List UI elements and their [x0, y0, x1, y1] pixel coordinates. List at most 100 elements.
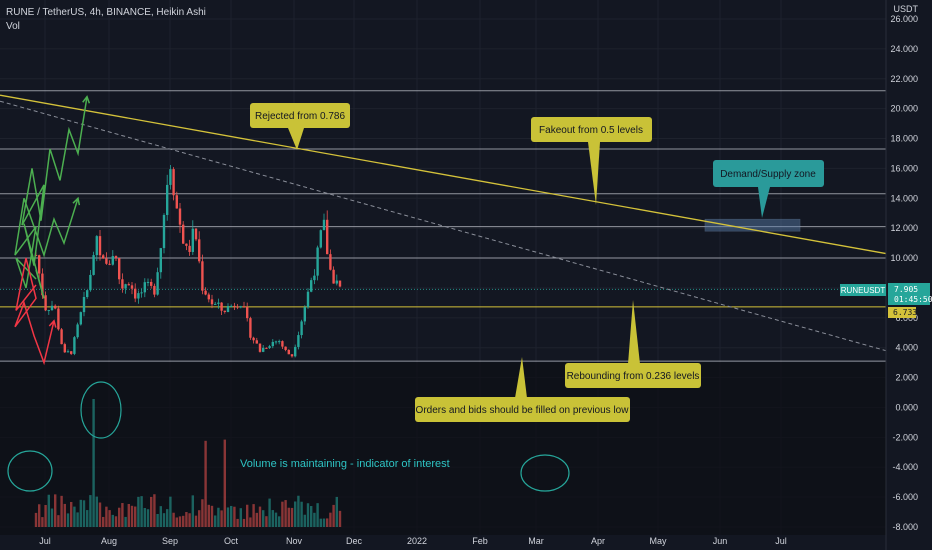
callout-orders[interactable]: Orders and bids should be filled on prev… — [415, 357, 630, 422]
volume-bar — [265, 516, 268, 527]
candle-body — [34, 255, 38, 257]
candle-body — [236, 306, 239, 308]
volume-bar — [159, 506, 162, 527]
candle-body — [313, 275, 316, 281]
callout-rebounding[interactable]: Rebounding from 0.236 levels — [565, 300, 701, 388]
volume-bar — [185, 512, 188, 527]
candle-body — [271, 341, 274, 347]
volume-bar — [95, 496, 98, 527]
volume-annotation: Volume is maintaining - indicator of int… — [240, 458, 450, 470]
candle-body — [306, 291, 310, 308]
support-price-tag — [888, 307, 916, 318]
candle-body — [50, 305, 54, 311]
volume-bar — [207, 504, 210, 527]
volume-bar — [118, 507, 121, 527]
volume-bar — [220, 510, 223, 527]
candle-body — [242, 306, 246, 308]
candle-body — [82, 297, 86, 313]
candle-body — [66, 351, 70, 353]
volume-bar — [329, 512, 332, 527]
volume-bar — [242, 518, 246, 527]
candle-body — [210, 299, 214, 305]
volume-bar — [60, 495, 63, 527]
x-tick-label: Jul — [775, 536, 787, 546]
volume-bar — [191, 495, 194, 527]
candle-body — [214, 303, 217, 305]
volume-bar — [38, 504, 41, 527]
callout-fakeout[interactable]: Fakeout from 0.5 levels — [531, 117, 652, 205]
bar-countdown: 01:45:50 — [894, 295, 932, 304]
candle-body — [95, 236, 98, 256]
candle-body — [258, 343, 262, 352]
candle-body — [124, 284, 127, 289]
price-candles — [34, 164, 342, 358]
candle-body — [230, 305, 233, 307]
candle-body — [217, 302, 220, 304]
volume-bar — [134, 506, 137, 527]
x-tick-label: Apr — [591, 536, 605, 546]
volume-highlight-circles — [7, 381, 570, 492]
candle-body — [316, 247, 319, 276]
volume-bar — [150, 496, 153, 527]
candle-body — [255, 340, 258, 344]
volume-bar — [268, 498, 271, 527]
candle-body — [329, 254, 332, 270]
volume-bar — [41, 517, 44, 527]
symbol-tag-label: RUNEUSDT — [841, 286, 886, 295]
candle-body — [207, 294, 210, 300]
candle-body — [278, 341, 281, 343]
volume-bar — [294, 501, 297, 527]
volume-bar — [169, 496, 172, 527]
x-tick-label: Aug — [101, 536, 117, 546]
x-tick-label: Sep — [162, 536, 178, 546]
volume-highlight-circle — [520, 454, 570, 492]
candle-body — [63, 344, 66, 353]
candle-body — [89, 274, 92, 291]
volume-bar — [303, 514, 306, 527]
y-tick-label: 20.000 — [890, 104, 918, 114]
candle-body — [284, 346, 287, 350]
callout-demand-supply[interactable]: Demand/Supply zone — [713, 160, 824, 218]
volume-bar — [166, 509, 169, 527]
candle-body — [114, 256, 118, 259]
x-tick-label: May — [649, 536, 667, 546]
volume-bar — [82, 500, 86, 527]
volume-bar — [124, 516, 127, 527]
volume-bar — [322, 518, 326, 527]
volume-bar — [54, 494, 57, 527]
volume-bar — [274, 512, 278, 527]
candle-body — [121, 279, 124, 289]
candle-body — [294, 346, 297, 357]
price-axis[interactable] — [886, 0, 932, 550]
volume-bar — [182, 515, 185, 527]
callout-rejected[interactable]: Rejected from 0.786 — [250, 103, 350, 150]
volume-bar — [239, 508, 242, 527]
volume-bars — [34, 398, 342, 527]
y-tick-label: 2.000 — [895, 373, 918, 383]
volume-highlight-circle — [80, 381, 122, 439]
volume-bar — [178, 516, 182, 527]
candle-body — [303, 307, 306, 322]
volume-bar — [310, 506, 313, 527]
candle-body — [150, 281, 153, 286]
candle-body — [194, 228, 198, 240]
candle-body — [130, 285, 134, 289]
candle-body — [319, 230, 322, 248]
candle-body — [134, 288, 137, 299]
volume-bar — [105, 506, 108, 527]
projection-path-bearish — [14, 257, 55, 366]
candle-body — [297, 335, 300, 347]
candle-body — [249, 318, 252, 338]
projection-path-bearish-arrow — [48, 319, 57, 328]
callout-orders-text: Orders and bids should be filled on prev… — [416, 405, 630, 416]
y-tick-label: 12.000 — [890, 223, 918, 233]
candle-body — [201, 261, 204, 291]
descending-trendline — [0, 94, 887, 255]
y-tick-label: 0.000 — [895, 402, 918, 412]
projection-path-bullish — [21, 96, 88, 299]
volume-bar — [50, 508, 54, 527]
volume-bar — [217, 507, 220, 527]
callout-rebounding-text: Rebounding from 0.236 levels — [567, 371, 700, 382]
volume-bar — [92, 398, 95, 527]
